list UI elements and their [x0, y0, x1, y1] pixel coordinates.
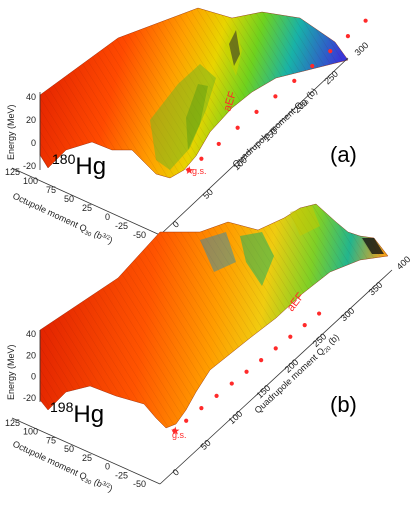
- z-tick-b-0: 40: [26, 329, 36, 339]
- z-axis-title-b: Energy (MeV): [6, 344, 16, 400]
- y-axis-title-close-b: ): [107, 484, 114, 494]
- y-tick-b-3: 50: [64, 444, 74, 454]
- z-tick-a-2: 0: [31, 138, 36, 148]
- mass-number-a: 180: [52, 151, 76, 167]
- x-tick-b-7: 350: [367, 280, 385, 298]
- aef-point-b-3: [214, 393, 219, 398]
- nucleus-label-a: 180Hg: [52, 151, 106, 180]
- y-tick-b-2: 75: [46, 435, 56, 445]
- y-axis-title-exp-a: 3/2: [101, 233, 112, 242]
- y-tick-a-4: 25: [82, 203, 92, 213]
- ground-state-star-b: ★: [170, 426, 180, 438]
- y-tick-a-3: 50: [64, 194, 74, 204]
- y-tick-a-5: 0: [105, 212, 110, 222]
- x-axis-title-main-a: Quadrupole moment Q: [231, 100, 305, 170]
- x-axis-title-main-b: Quadrupole moment Q: [253, 346, 327, 416]
- y-tick-a-7: -50: [133, 230, 146, 240]
- aef-point-a-8: [328, 49, 333, 54]
- y-tick-a-6: -25: [115, 221, 128, 231]
- aef-point-a-7: [310, 63, 315, 69]
- y-axis-title-close-a: ): [107, 236, 114, 246]
- gs-label-a: g.s.: [192, 166, 207, 176]
- aef-point-a-3: [235, 125, 240, 130]
- element-symbol-a: Hg: [75, 153, 106, 180]
- y-tick-b-5: 0: [105, 462, 110, 472]
- x-tick-a-5: 250: [322, 69, 340, 87]
- gs-label-b: g.s.: [172, 430, 187, 440]
- panel-a: ★ 40200-201251007550250-25-5005010015020…: [5, 7, 371, 240]
- x-tick-b-6: 300: [339, 306, 357, 324]
- y-tick-a-1: 100: [23, 176, 38, 186]
- y-axis-title-sub-b: 30: [83, 478, 92, 487]
- x-tick-b-2: 100: [227, 409, 245, 427]
- y-axis-title-a: Octupole moment Q30 (b3/2): [10, 191, 114, 248]
- panel-label-a: (a): [330, 142, 357, 167]
- y-tick-b-1: 100: [23, 427, 38, 437]
- y-axis-title-unit-b: (b: [90, 476, 104, 490]
- aef-point-a-1: [199, 156, 204, 161]
- x-tick-a-6: 300: [353, 40, 371, 58]
- y-axis-title-unit-a: (b: [90, 228, 104, 242]
- aef-point-a-2: [216, 141, 221, 147]
- y-tick-a-0: 125: [5, 167, 20, 177]
- panel-b: ★ 40200-201251007550250-25-5005010015020…: [5, 203, 413, 489]
- aef-point-a-5: [273, 94, 278, 99]
- z-tick-b-1: 20: [26, 350, 36, 360]
- z-tick-a-0: 40: [26, 92, 36, 102]
- nucleus-label-b: 198Hg: [50, 399, 104, 428]
- y-axis-title-sub-a: 30: [83, 230, 92, 239]
- mass-number-b: 198: [50, 399, 74, 415]
- y-tick-b-4: 25: [82, 453, 92, 463]
- y-tick-b-7: -50: [133, 479, 146, 489]
- z-tick-b-2: 0: [31, 372, 36, 382]
- aef-point-a-4: [254, 109, 259, 114]
- aef-point-b-8: [288, 334, 293, 339]
- aef-point-b-2: [199, 406, 204, 411]
- z-axis-title-a: Energy (MeV): [6, 104, 16, 160]
- x-tick-b-8: 400: [395, 254, 413, 272]
- x-axis-title-sub-a: 20: [302, 99, 311, 108]
- y-axis-title-exp-b: 3/2: [101, 481, 112, 490]
- aef-point-a-6: [292, 78, 297, 84]
- aef-point-b-10: [317, 311, 322, 316]
- z-tick-a-3: -20: [23, 161, 36, 171]
- aef-point-b-6: [259, 357, 264, 363]
- aef-point-a-9: [345, 33, 351, 39]
- ground-state-star-a: ★: [184, 165, 194, 177]
- x-tick-a-0: 0: [171, 219, 181, 230]
- x-tick-a-1: 50: [201, 187, 215, 201]
- aef-point-b-5: [244, 369, 249, 374]
- y-tick-b-6: -25: [115, 470, 128, 480]
- z-tick-b-3: -20: [23, 393, 36, 403]
- aef-point-b-0: [172, 428, 177, 433]
- x-axis-title-b: Quadrupole moment Q20 (b): [253, 332, 343, 417]
- aef-point-b-9: [302, 323, 307, 328]
- aef-point-b-7: [273, 346, 278, 351]
- y-tick-b-0: 125: [5, 418, 20, 428]
- z-tick-a-1: 20: [26, 115, 36, 125]
- aef-point-b-1: [184, 418, 189, 423]
- aef-point-a-10: [363, 18, 368, 23]
- x-tick-b-0: 0: [171, 467, 181, 478]
- x-axis-title-a: Quadrupole moment Q20 (b): [231, 86, 321, 171]
- y-axis-title-b: Octupole moment Q30 (b3/2): [10, 439, 114, 496]
- y-tick-a-2: 75: [46, 185, 56, 195]
- x-tick-b-1: 50: [199, 438, 213, 452]
- aef-point-a-0: [186, 167, 191, 172]
- x-axis-title-sub-b: 20: [324, 345, 333, 354]
- aef-point-b-4: [229, 381, 234, 386]
- panel-label-b: (b): [330, 392, 357, 417]
- element-symbol-b: Hg: [73, 401, 104, 428]
